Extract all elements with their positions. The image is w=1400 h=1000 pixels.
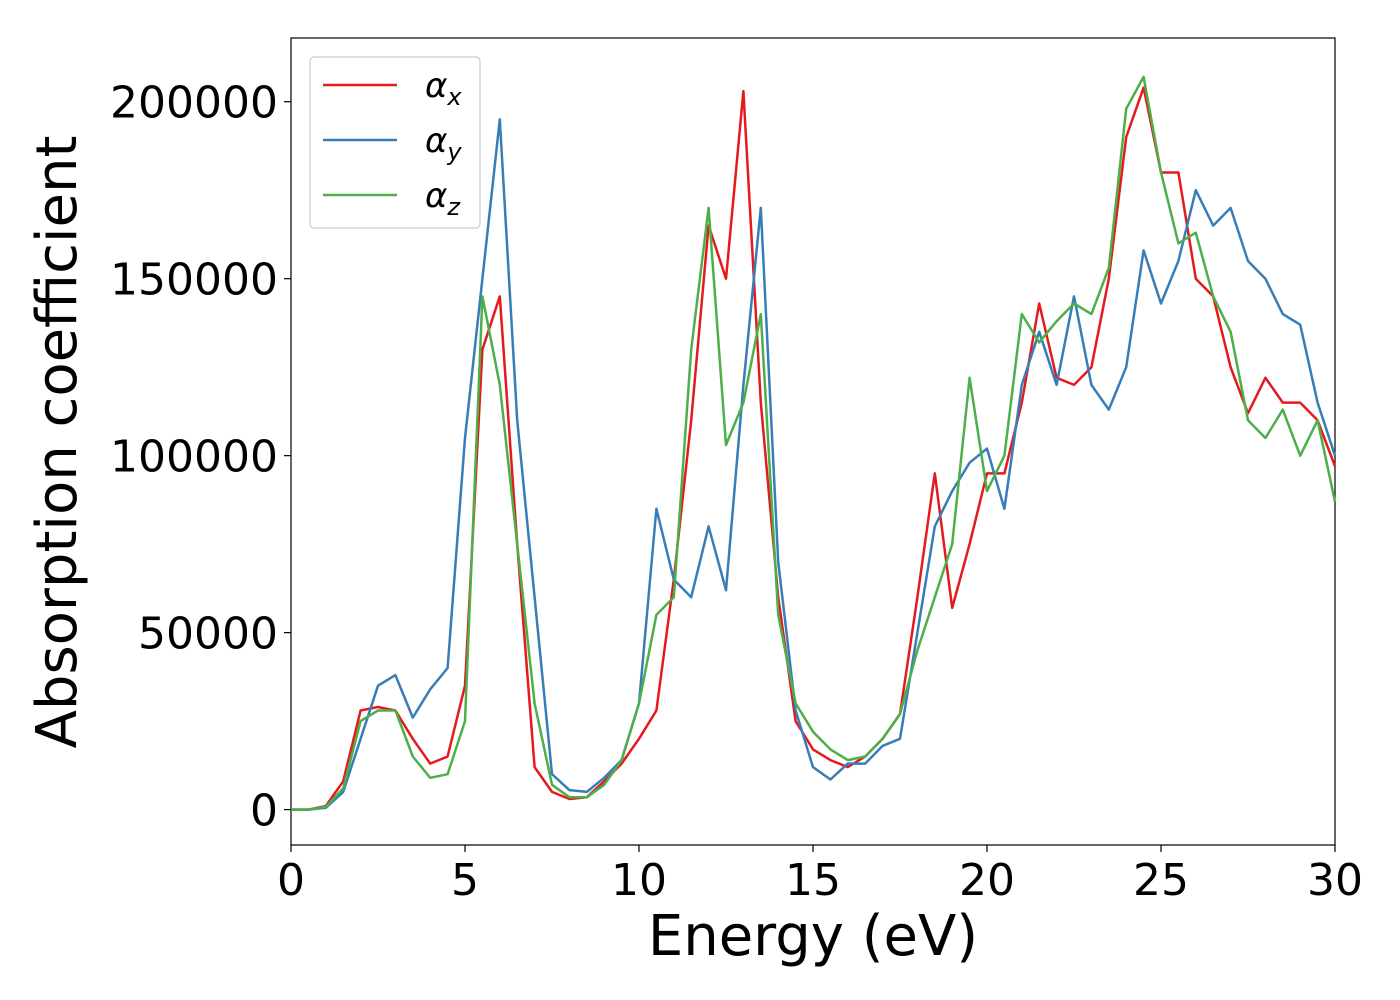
legend-box xyxy=(309,56,481,229)
x-tick-label: 30 xyxy=(1307,855,1363,906)
y-tick-label: 0 xyxy=(250,786,278,837)
x-axis-label: Energy (eV) xyxy=(648,904,978,969)
series-line xyxy=(291,75,1337,811)
legend-label: αx xyxy=(425,66,462,111)
y-tick-label: 50000 xyxy=(138,609,278,660)
legend-label: αy xyxy=(425,121,462,166)
x-tick-label: 10 xyxy=(611,855,667,906)
x-tick-label: 0 xyxy=(277,855,305,906)
y-tick-label: 150000 xyxy=(110,255,278,306)
legend-label: αz xyxy=(425,176,461,221)
x-tick-label: 5 xyxy=(451,855,479,906)
y-tick-label: 100000 xyxy=(110,432,278,483)
series-line xyxy=(291,118,1337,811)
y-axis-label: Absorption coefficient xyxy=(25,136,90,749)
x-tick-label: 20 xyxy=(959,855,1015,906)
x-tick-label: 15 xyxy=(785,855,841,906)
y-tick-label: 200000 xyxy=(110,78,278,129)
x-tick-label: 25 xyxy=(1133,855,1189,906)
